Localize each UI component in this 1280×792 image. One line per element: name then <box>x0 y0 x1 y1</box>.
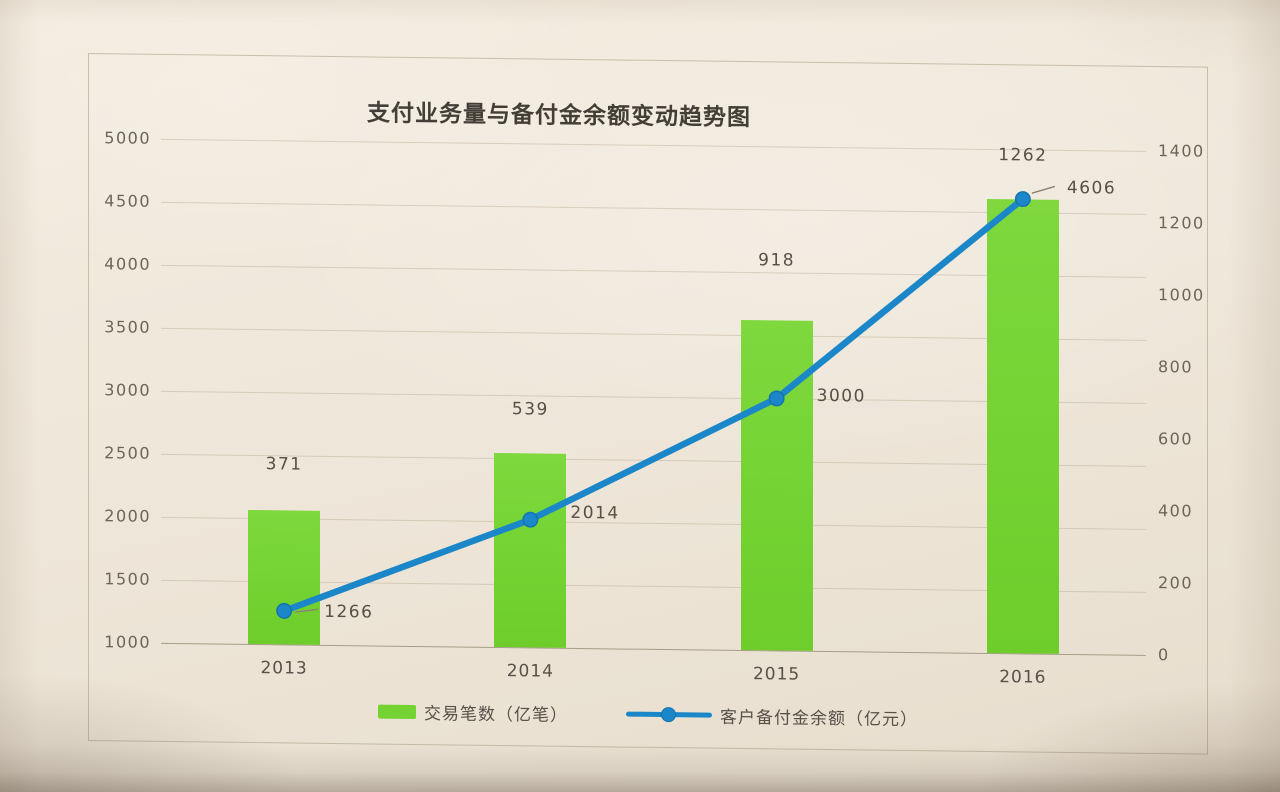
right-axis-tick: 200 <box>1158 573 1194 593</box>
line-series <box>276 185 1056 619</box>
right-axis-tick: 1200 <box>1158 213 1205 233</box>
x-axis-label-2015: 2015 <box>752 664 801 685</box>
legend-item: 客户备付金余额（亿元） <box>626 702 918 731</box>
left-axis-tick: 5000 <box>104 128 151 148</box>
left-axis-tick: 3000 <box>104 380 151 400</box>
chart-frame: 支付业务量与备付金余额变动趋势图 371 539 918 1262 1266 2014 30… <box>88 53 1208 755</box>
line-marker <box>768 390 785 407</box>
left-axis-tick: 1500 <box>104 569 151 589</box>
left-axis-tick: 2500 <box>104 443 151 463</box>
right-axis-tick: 0 <box>1158 645 1170 665</box>
line-value-label: 1266 <box>324 602 374 623</box>
chart-title: 支付业务量与备付金余额变动趋势图 <box>367 100 751 132</box>
line-value-label: 4606 <box>1066 177 1117 199</box>
legend-item: 交易笔数（亿笔） <box>378 699 568 726</box>
line-legend-swatch <box>626 706 712 723</box>
line-legend-marker <box>661 706 676 722</box>
x-axis-label-2013: 2013 <box>260 658 308 679</box>
right-axis-tick: 1400 <box>1158 141 1205 161</box>
right-axis: 1400 1200 1000 800 600 400 200 0 <box>89 54 1207 664</box>
right-axis-tick: 400 <box>1158 501 1194 521</box>
x-axis: 2013 2014 2015 2016 <box>89 54 1207 688</box>
legend-label: 交易笔数（亿笔） <box>424 704 568 726</box>
right-axis-tick: 800 <box>1158 357 1194 377</box>
plot-area: 371 539 918 1262 1266 2014 3000 4606 <box>161 138 1146 656</box>
left-axis-tick: 2000 <box>104 506 151 526</box>
label-leader-line <box>1031 185 1056 194</box>
line-marker <box>1014 191 1031 208</box>
left-axis: 5000 4500 4000 3500 3000 2500 2000 1500 1000 <box>89 54 1207 652</box>
bar-legend-swatch <box>378 704 416 719</box>
left-axis-tick: 3500 <box>104 317 151 337</box>
line-value-label: 3000 <box>816 385 866 407</box>
left-axis-tick: 4000 <box>104 254 151 274</box>
left-axis-tick: 4500 <box>104 191 151 211</box>
right-axis-tick: 1000 <box>1158 285 1205 305</box>
left-axis-tick: 1000 <box>104 632 151 652</box>
legend: 交易笔数（亿笔） 客户备付金余额（亿元） <box>89 695 1207 734</box>
right-axis-tick: 600 <box>1158 429 1194 449</box>
label-leader-line <box>295 608 319 613</box>
line-marker <box>276 602 293 619</box>
line-marker <box>522 511 539 528</box>
line-value-label: 2014 <box>570 503 620 524</box>
x-axis-label-2014: 2014 <box>506 661 554 682</box>
legend-label: 客户备付金余额（亿元） <box>720 707 918 731</box>
x-axis-label-2016: 2016 <box>999 667 1047 688</box>
line-path <box>280 195 1027 615</box>
